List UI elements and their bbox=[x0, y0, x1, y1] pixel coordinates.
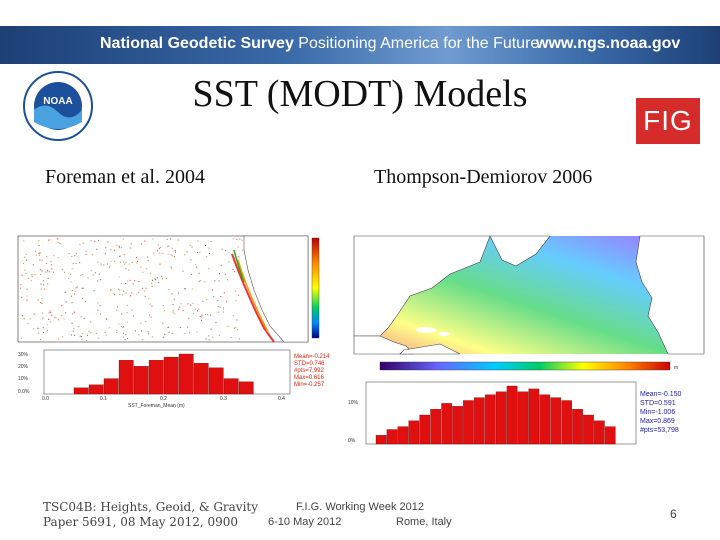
footer-paper: Paper 5691, 08 May 2012, 0900 bbox=[43, 515, 239, 529]
thompson-hist-bar bbox=[594, 420, 605, 445]
foreman-xlabel: SST_Foreman_Mean (m) bbox=[128, 403, 185, 409]
foreman-hist-bar bbox=[88, 384, 104, 395]
foreman-colorbar bbox=[311, 237, 320, 339]
thompson-hist-bar bbox=[474, 397, 485, 445]
thompson-hist-bar bbox=[604, 426, 616, 445]
thompson-figure: m 10% 0% Mean=-0.150 STD=0.591 Min=-1.00… bbox=[340, 232, 712, 464]
foreman-hist-bar bbox=[148, 360, 164, 395]
svg-text:0.0%: 0.0% bbox=[18, 389, 30, 395]
svg-text:NOAA: NOAA bbox=[43, 96, 72, 107]
thompson-hist-bar bbox=[539, 394, 551, 445]
svg-text:Mean=-0.150: Mean=-0.150 bbox=[640, 391, 682, 398]
thompson-hist-bar bbox=[419, 414, 431, 445]
svg-text:Max=0.869: Max=0.869 bbox=[640, 418, 675, 425]
header-banner: National Geodetic Survey Positioning Ame… bbox=[0, 26, 720, 64]
banner-url: www.ngs.noaa.gov bbox=[536, 35, 681, 52]
page-number: 6 bbox=[670, 507, 677, 521]
svg-text:30%: 30% bbox=[18, 352, 29, 358]
thompson-hist-bar bbox=[441, 403, 452, 445]
thompson-hist-bar bbox=[430, 409, 441, 445]
thompson-hist-bar bbox=[463, 400, 474, 445]
left-heading: Foreman et al. 2004 bbox=[45, 166, 205, 188]
svg-text:10%: 10% bbox=[348, 400, 359, 406]
thompson-hist-bar bbox=[561, 400, 572, 445]
foreman-hist-bar bbox=[208, 367, 224, 395]
fig-logo: FIG bbox=[636, 98, 700, 144]
thompson-hist-bar bbox=[550, 397, 561, 445]
svg-text:0.0: 0.0 bbox=[42, 396, 49, 402]
foreman-dots bbox=[20, 238, 244, 341]
svg-text:0.2: 0.2 bbox=[160, 396, 167, 402]
thompson-hist-bar bbox=[452, 406, 463, 445]
thompson-hist-bar bbox=[517, 391, 529, 445]
svg-text:20%: 20% bbox=[18, 364, 29, 370]
foreman-hist-bar bbox=[178, 353, 194, 395]
thompson-colorbar bbox=[379, 361, 671, 371]
svg-text:STD=0.591: STD=0.591 bbox=[640, 400, 676, 407]
thompson-hist-bar bbox=[506, 385, 518, 445]
thompson-hist-bar bbox=[397, 426, 409, 445]
svg-text:STD=0.746: STD=0.746 bbox=[294, 361, 325, 367]
svg-text:0.4: 0.4 bbox=[278, 396, 285, 402]
thompson-hist-bar bbox=[528, 388, 540, 445]
foreman-hist-bar bbox=[103, 378, 119, 395]
footer-place: Rome, Italy bbox=[396, 516, 452, 528]
svg-text:0%: 0% bbox=[348, 438, 356, 444]
foreman-hist-bar bbox=[193, 363, 209, 395]
svg-text:Min=-0.257: Min=-0.257 bbox=[294, 382, 325, 388]
right-heading: Thompson-Demiorov 2006 bbox=[374, 166, 593, 188]
footer-event: F.I.G. Working Week 2012 bbox=[296, 501, 424, 513]
foreman-hist-bar bbox=[118, 360, 134, 395]
svg-text:m: m bbox=[674, 365, 678, 371]
thompson-hist-bar bbox=[495, 391, 507, 445]
slide-title: SST (MODT) Models bbox=[192, 73, 528, 115]
foreman-hist-bar bbox=[238, 381, 254, 395]
svg-text:Mean=-0.214: Mean=-0.214 bbox=[294, 354, 330, 360]
footer-session: TSC04B: Heights, Geoid, & Gravity bbox=[43, 500, 259, 514]
svg-text:#pts=7,992: #pts=7,992 bbox=[294, 368, 325, 374]
svg-text:Max=0.616: Max=0.616 bbox=[294, 375, 325, 381]
svg-text:10%: 10% bbox=[18, 376, 29, 382]
foreman-hist-bar bbox=[133, 366, 149, 395]
foreman-hist-bar bbox=[73, 387, 89, 395]
thompson-hist-bar bbox=[583, 414, 594, 445]
foreman-figure: 30% 20% 10% 0.0% 0.0 0.1 0.2 0.3 0.4 SST… bbox=[8, 230, 343, 410]
noaa-logo: NOAA bbox=[23, 71, 93, 141]
thompson-hist-bar bbox=[386, 429, 398, 445]
svg-text:0.3: 0.3 bbox=[220, 396, 227, 402]
svg-text:#pts=53,798: #pts=53,798 bbox=[640, 427, 679, 434]
thompson-hist-bar bbox=[484, 394, 496, 445]
thompson-hist-bar bbox=[375, 435, 387, 445]
svg-text:Min=-1.006: Min=-1.006 bbox=[640, 409, 675, 416]
thompson-hist-bar bbox=[408, 420, 420, 445]
svg-text:0.1: 0.1 bbox=[100, 396, 107, 402]
foreman-hist-bar bbox=[223, 378, 239, 395]
footer-dates: 6-10 May 2012 bbox=[268, 516, 342, 528]
foreman-hist-bar bbox=[163, 356, 179, 395]
banner-title: National Geodetic Survey Positioning Ame… bbox=[100, 35, 540, 52]
thompson-hist-bar bbox=[572, 409, 583, 445]
